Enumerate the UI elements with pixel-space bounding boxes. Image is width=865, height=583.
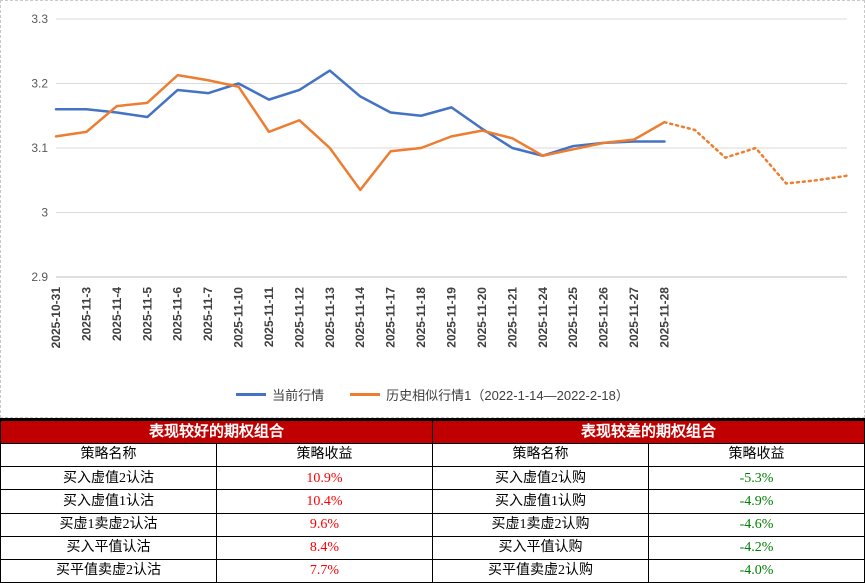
legend-label-historical: 历史相似行情1（2022-1-14—2022-2-18） — [386, 388, 629, 403]
svg-text:2025-11-11: 2025-11-11 — [262, 287, 276, 347]
svg-text:2.9: 2.9 — [31, 270, 48, 284]
price-comparison-chart-panel: 3.3 3.2 3.1 3 2.9 2025-10-31 2025-11-3 2025-11-… — [0, 0, 865, 418]
strategy-return-cell: 10.9% — [216, 466, 433, 491]
good-name-col-header: 策略名称 — [0, 443, 217, 468]
svg-text:2025-11-20: 2025-11-20 — [475, 287, 489, 348]
svg-text:2025-11-14: 2025-11-14 — [353, 287, 367, 348]
legend-label-current: 当前行情 — [272, 388, 325, 403]
strategy-name-cell: 买入平值认沽 — [0, 535, 217, 560]
svg-text:2025-11-12: 2025-11-12 — [292, 287, 306, 348]
historical-series-line-swatch — [350, 393, 381, 396]
strategy-return-cell: 10.4% — [216, 489, 433, 514]
good-combos-header: 表现较好的期权组合 — [0, 418, 433, 445]
strategy-return-cell: -4.0% — [648, 558, 865, 583]
strategy-return-cell: -5.3% — [648, 466, 865, 491]
svg-text:2025-11-4: 2025-11-4 — [110, 287, 124, 341]
strategy-name-cell: 买入平值认购 — [432, 535, 649, 560]
strategy-return-cell: -4.2% — [648, 535, 865, 560]
chart-legend: 当前行情 历史相似行情1（2022-1-14—2022-2-18） — [1, 385, 864, 404]
svg-text:2025-11-19: 2025-11-19 — [445, 287, 459, 348]
options-strategy-table: 表现较好的期权组合 表现较差的期权组合 策略名称 策略收益 策略名称 策略收益 … — [0, 418, 865, 583]
svg-text:2025-11-6: 2025-11-6 — [171, 287, 185, 341]
strategy-return-cell: 7.7% — [216, 558, 433, 583]
svg-text:2025-11-28: 2025-11-28 — [657, 287, 671, 348]
table-row: 买入平值认沽 8.4% 买入平值认购 -4.2% — [0, 535, 865, 560]
strategy-name-cell: 买虚1卖虚2认沽 — [0, 512, 217, 537]
svg-text:2025-11-10: 2025-11-10 — [232, 287, 246, 348]
svg-text:2025-11-18: 2025-11-18 — [414, 287, 428, 348]
bad-name-col-header: 策略名称 — [432, 443, 649, 468]
options-strategy-table-panel: 表现较好的期权组合 表现较差的期权组合 策略名称 策略收益 策略名称 策略收益 … — [0, 418, 865, 583]
svg-text:2025-11-3: 2025-11-3 — [79, 287, 93, 341]
strategy-name-cell: 买虚1卖虚2认购 — [432, 512, 649, 537]
svg-text:2025-11-5: 2025-11-5 — [140, 287, 154, 341]
strategy-name-cell: 买入虚值1认沽 — [0, 489, 217, 514]
table-row: 买虚1卖虚2认沽 9.6% 买虚1卖虚2认购 -4.6% — [0, 512, 865, 537]
legend-item-historical: 历史相似行情1（2022-1-14—2022-2-18） — [350, 385, 629, 404]
svg-text:2025-11-7: 2025-11-7 — [201, 287, 215, 341]
svg-text:2025-11-24: 2025-11-24 — [536, 287, 550, 348]
svg-text:2025-11-26: 2025-11-26 — [597, 287, 611, 348]
svg-text:2025-11-27: 2025-11-27 — [627, 287, 641, 348]
table-row: 买入虚值2认沽 10.9% 买入虚值2认购 -5.3% — [0, 466, 865, 491]
current-series-line-swatch — [236, 393, 267, 396]
svg-text:2025-11-17: 2025-11-17 — [384, 287, 398, 348]
good-return-col-header: 策略收益 — [216, 443, 433, 468]
table-row: 买平值卖虚2认沽 7.7% 买平值卖虚2认购 -4.0% — [0, 558, 865, 583]
svg-text:3.2: 3.2 — [31, 77, 48, 91]
legend-item-current: 当前行情 — [236, 385, 324, 404]
svg-text:2025-10-31: 2025-10-31 — [49, 287, 63, 349]
strategy-return-cell: -4.9% — [648, 489, 865, 514]
bad-return-col-header: 策略收益 — [648, 443, 865, 468]
strategy-name-cell: 买平值卖虚2认购 — [432, 558, 649, 583]
svg-text:2025-11-25: 2025-11-25 — [566, 287, 580, 348]
strategy-name-cell: 买入虚值1认购 — [432, 489, 649, 514]
svg-text:3: 3 — [41, 206, 48, 220]
strategy-name-cell: 买入虚值2认沽 — [0, 466, 217, 491]
svg-text:3.1: 3.1 — [31, 141, 48, 155]
table-row: 买入虚值1认沽 10.4% 买入虚值1认购 -4.9% — [0, 489, 865, 514]
strategy-return-cell: 9.6% — [216, 512, 433, 537]
strategy-name-cell: 买入虚值2认购 — [432, 466, 649, 491]
table-header-row: 表现较好的期权组合 表现较差的期权组合 — [0, 418, 865, 445]
svg-text:2025-11-13: 2025-11-13 — [323, 287, 337, 348]
svg-text:2025-11-21: 2025-11-21 — [505, 287, 519, 348]
bad-combos-header: 表现较差的期权组合 — [432, 418, 865, 445]
svg-text:3.3: 3.3 — [31, 12, 48, 26]
strategy-return-cell: -4.6% — [648, 512, 865, 537]
strategy-name-cell: 买平值卖虚2认沽 — [0, 558, 217, 583]
table-subheader-row: 策略名称 策略收益 策略名称 策略收益 — [0, 443, 865, 468]
strategy-return-cell: 8.4% — [216, 535, 433, 560]
